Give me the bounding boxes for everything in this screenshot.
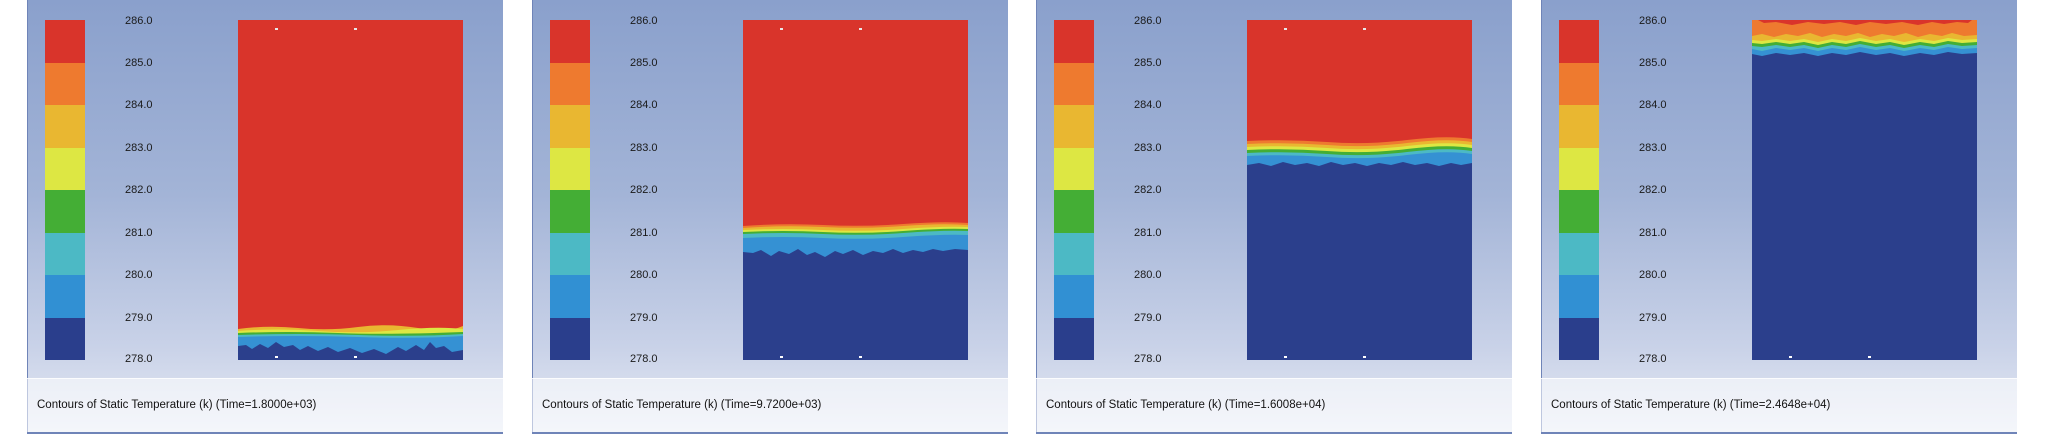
- temperature-contour-domain: [743, 20, 968, 360]
- legend-swatch: [550, 20, 590, 63]
- legend-swatch: [1559, 190, 1599, 233]
- legend-tick: 280.0: [630, 269, 658, 281]
- caption-bar: Contours of Static Temperature (k) (Time…: [1036, 378, 1512, 435]
- legend-tick: 285.0: [1639, 56, 1667, 69]
- legend-tick: 282.0: [630, 184, 658, 196]
- legend-tick: 278.0: [1134, 353, 1162, 365]
- legend-tick: 280.0: [1134, 269, 1162, 281]
- panel-border: [532, 0, 533, 434]
- legend-tick: 280.0: [1639, 269, 1667, 281]
- legend-tick: 284.0: [1134, 99, 1162, 111]
- legend-swatch: [550, 105, 590, 148]
- legend-tick: 286.0: [1639, 15, 1667, 27]
- legend-swatch: [1054, 147, 1094, 190]
- legend-swatch: [1054, 62, 1094, 105]
- legend-tick: 285.0: [1134, 56, 1162, 69]
- contour-panel-3: 286.0 285.0 284.0 283.0 282.0 281.0 280.…: [1036, 0, 1512, 435]
- legend-tick: 283.0: [1134, 141, 1162, 154]
- color-legend: 286.0 285.0 284.0 283.0 282.0 281.0 280.…: [1559, 15, 1667, 365]
- legend-swatch: [45, 190, 85, 233]
- legend-tick: 279.0: [1134, 311, 1162, 324]
- color-legend: 286.0 285.0 284.0 283.0 282.0 281.0 280.…: [1054, 15, 1162, 365]
- contour-caption: Contours of Static Temperature (k) (Time…: [37, 399, 317, 411]
- legend-swatch: [1559, 20, 1599, 63]
- legend-tick: 283.0: [125, 141, 153, 154]
- contour-panel-2: 286.0 285.0 284.0 283.0 282.0 281.0 280.…: [532, 0, 1008, 435]
- legend-tick: 285.0: [630, 56, 658, 69]
- panel-bottom-border: [27, 432, 503, 434]
- legend-swatch: [1559, 317, 1599, 360]
- color-legend: 286.0 285.0 284.0 283.0 282.0 281.0 280.…: [550, 15, 658, 365]
- caption-bar: Contours of Static Temperature (k) (Time…: [1541, 378, 2017, 435]
- legend-swatch: [1054, 232, 1094, 275]
- contour-panel-1: 286.0 285.0 284.0 283.0 282.0 281.0 280.…: [27, 0, 503, 435]
- legend-tick: 281.0: [1639, 226, 1667, 239]
- legend-tick: 284.0: [630, 99, 658, 111]
- legend-tick: 282.0: [1639, 184, 1667, 196]
- temperature-contour-domain: [1247, 20, 1472, 360]
- legend-tick: 286.0: [125, 15, 153, 27]
- legend-swatch: [1054, 317, 1094, 360]
- contour-caption: Contours of Static Temperature (k) (Time…: [1046, 399, 1326, 411]
- legend-swatch: [1559, 232, 1599, 275]
- color-legend: 286.0 285.0 284.0 283.0 282.0 281.0 280.…: [45, 15, 153, 365]
- legend-tick: 281.0: [1134, 226, 1162, 239]
- legend-swatch: [45, 147, 85, 190]
- panel-border: [27, 0, 28, 434]
- legend-tick: 284.0: [1639, 99, 1667, 111]
- panel-border: [1541, 0, 1542, 434]
- panel-bottom-border: [1036, 432, 1512, 434]
- legend-swatch: [1054, 105, 1094, 148]
- panel-bottom-border: [532, 432, 1008, 434]
- legend-tick: 282.0: [1134, 184, 1162, 196]
- panel-bottom-border: [1541, 432, 2017, 434]
- legend-swatch: [1559, 147, 1599, 190]
- legend-tick: 279.0: [1639, 311, 1667, 324]
- legend-tick: 279.0: [630, 311, 658, 324]
- legend-tick: 286.0: [1134, 15, 1162, 27]
- legend-swatch: [1054, 275, 1094, 318]
- legend-tick: 281.0: [125, 226, 153, 239]
- legend-tick: 278.0: [125, 353, 153, 365]
- legend-tick: 284.0: [125, 99, 153, 111]
- legend-swatch: [45, 105, 85, 148]
- legend-swatch: [1559, 275, 1599, 318]
- legend-swatch: [45, 317, 85, 360]
- contour-caption: Contours of Static Temperature (k) (Time…: [542, 399, 822, 411]
- contour-panel-4: 286.0 285.0 284.0 283.0 282.0 281.0 280.…: [1541, 0, 2017, 435]
- legend-tick: 286.0: [630, 15, 658, 27]
- temperature-contour-domain: [238, 20, 463, 360]
- legend-swatch: [550, 317, 590, 360]
- contour-caption: Contours of Static Temperature (k) (Time…: [1551, 399, 1831, 411]
- caption-bar: Contours of Static Temperature (k) (Time…: [532, 378, 1008, 435]
- legend-swatch: [1559, 105, 1599, 148]
- legend-swatch: [45, 275, 85, 318]
- legend-tick: 281.0: [630, 226, 658, 239]
- legend-tick: 280.0: [125, 269, 153, 281]
- legend-swatch: [550, 275, 590, 318]
- panel-border: [1036, 0, 1037, 434]
- legend-swatch: [550, 232, 590, 275]
- legend-swatch: [1054, 20, 1094, 63]
- legend-swatch: [550, 147, 590, 190]
- legend-swatch: [45, 232, 85, 275]
- legend-tick: 285.0: [125, 56, 153, 69]
- legend-swatch: [1054, 190, 1094, 233]
- legend-swatch: [45, 62, 85, 105]
- legend-tick: 278.0: [630, 353, 658, 365]
- legend-tick: 283.0: [630, 141, 658, 154]
- legend-tick: 283.0: [1639, 141, 1667, 154]
- legend-tick: 279.0: [125, 311, 153, 324]
- legend-swatch: [45, 20, 85, 63]
- legend-tick: 278.0: [1639, 353, 1667, 365]
- caption-bar: Contours of Static Temperature (k) (Time…: [27, 378, 503, 435]
- legend-swatch: [550, 190, 590, 233]
- legend-tick: 282.0: [125, 184, 153, 196]
- legend-swatch: [550, 62, 590, 105]
- temperature-contour-domain: [1752, 20, 1977, 360]
- legend-swatch: [1559, 62, 1599, 105]
